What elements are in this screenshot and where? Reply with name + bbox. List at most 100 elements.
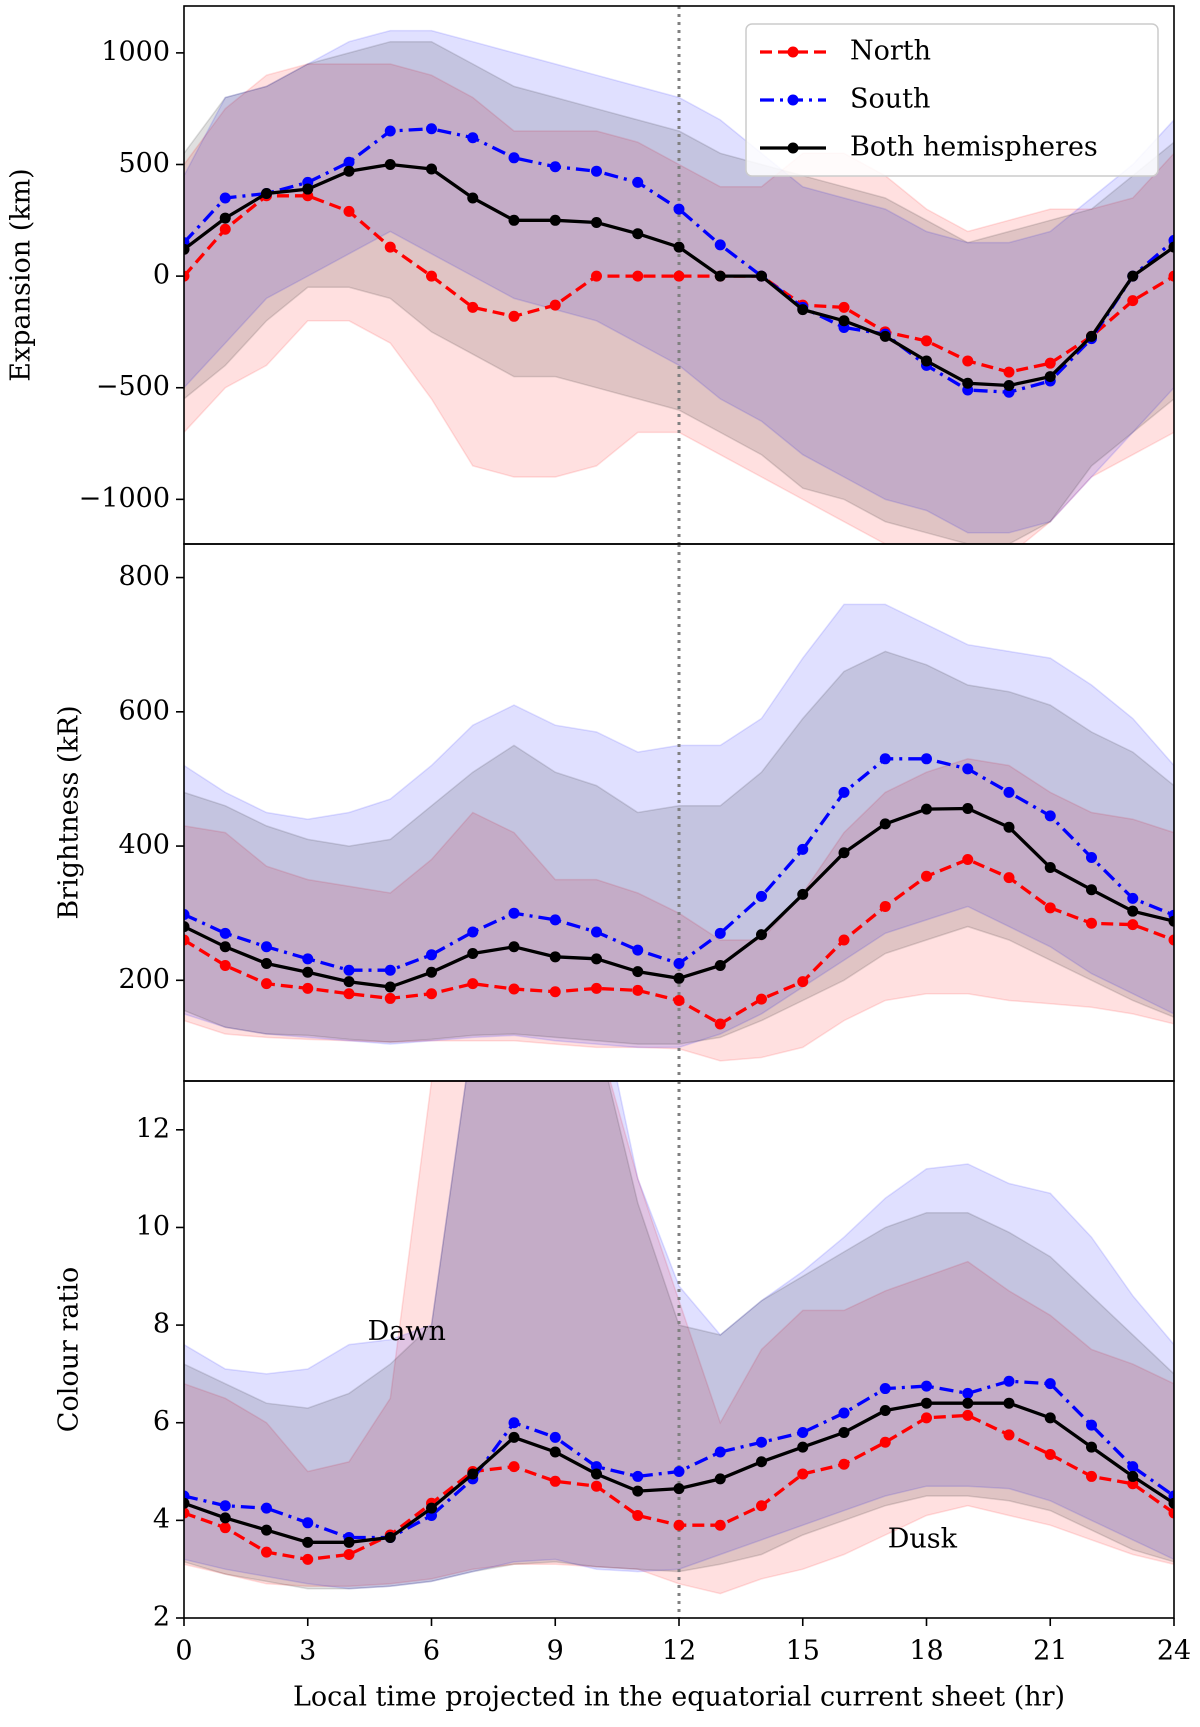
point [756, 993, 767, 1005]
point [1127, 905, 1139, 917]
point [219, 927, 231, 939]
point [467, 132, 479, 144]
point [508, 152, 520, 164]
point [838, 301, 850, 313]
point [962, 377, 974, 389]
point [1003, 1375, 1015, 1387]
point [1003, 380, 1015, 392]
point [1044, 1412, 1056, 1424]
point [219, 192, 231, 204]
y-axis-label: Expansion (km) [6, 168, 37, 381]
point [184, 1497, 190, 1509]
point [1127, 270, 1139, 282]
y-tick-label: 800 [118, 561, 170, 592]
point [343, 964, 355, 976]
point [1086, 851, 1097, 863]
band [184, 650, 1174, 1045]
legend-label: Both hemispheres [850, 132, 1098, 163]
point [879, 1383, 891, 1395]
point [591, 953, 602, 965]
point [632, 1485, 644, 1497]
point [1003, 821, 1015, 833]
point [1044, 810, 1056, 822]
point [384, 964, 396, 976]
point [426, 1502, 437, 1514]
x-tick-label: 21 [1033, 1636, 1067, 1667]
y-tick-label: −500 [96, 371, 170, 402]
point [673, 241, 685, 253]
annotation: Dawn [368, 1316, 446, 1347]
point [838, 1458, 850, 1470]
band [184, 758, 1174, 1062]
point [1168, 270, 1174, 282]
point [426, 966, 437, 978]
point [549, 951, 561, 963]
point [1003, 366, 1015, 378]
point [1086, 1470, 1097, 1482]
point [467, 1468, 479, 1480]
y-tick-label: 10 [136, 1211, 170, 1242]
point [549, 986, 561, 998]
point [673, 994, 685, 1006]
point [1127, 1470, 1139, 1482]
point [797, 888, 809, 900]
y-tick-label: 2 [153, 1602, 170, 1633]
point [1086, 917, 1097, 929]
point [632, 944, 644, 956]
point [508, 1461, 520, 1473]
y-tick-label: −1000 [79, 483, 170, 514]
point [261, 1546, 272, 1558]
point [714, 927, 726, 939]
point [302, 183, 314, 195]
point [219, 212, 231, 224]
point [219, 1512, 231, 1524]
point [797, 1468, 809, 1480]
point [1044, 862, 1056, 874]
legend-marker [787, 142, 799, 154]
point [962, 355, 974, 367]
point [508, 214, 520, 226]
point [508, 1431, 520, 1443]
point [219, 1500, 231, 1512]
point [426, 163, 437, 175]
point [549, 1431, 561, 1443]
point [426, 123, 437, 135]
point [921, 803, 932, 815]
point [1086, 1441, 1097, 1453]
point [184, 270, 190, 282]
point [673, 270, 685, 282]
point [1168, 934, 1174, 946]
point [467, 301, 479, 313]
point [467, 192, 479, 204]
point [467, 947, 479, 959]
point [921, 870, 932, 882]
point [549, 161, 561, 173]
point [302, 982, 314, 994]
point [1168, 915, 1174, 927]
point [591, 1468, 602, 1480]
x-tick-label: 15 [786, 1636, 820, 1667]
panel: 200 400 600 800 Brightness (kR) [54, 543, 1175, 1082]
point [343, 1536, 355, 1548]
point [962, 1387, 974, 1399]
point [962, 1409, 974, 1421]
point [962, 1397, 974, 1409]
point [549, 1446, 561, 1458]
y-axis-label: Colour ratio [54, 1267, 85, 1432]
legend-label: North [850, 36, 931, 67]
point [591, 270, 602, 282]
point [756, 929, 767, 941]
point [714, 1446, 726, 1458]
x-tick-label: 6 [423, 1636, 440, 1667]
plot-area [184, 544, 1174, 1081]
point [632, 176, 644, 188]
point [838, 1407, 850, 1419]
point [343, 1549, 355, 1561]
y-tick-label: 12 [136, 1113, 170, 1144]
point [838, 847, 850, 859]
point [673, 203, 685, 215]
point [1127, 919, 1139, 931]
point [549, 214, 561, 226]
point [921, 1397, 932, 1409]
y-axis-label: Brightness (kR) [54, 705, 85, 919]
